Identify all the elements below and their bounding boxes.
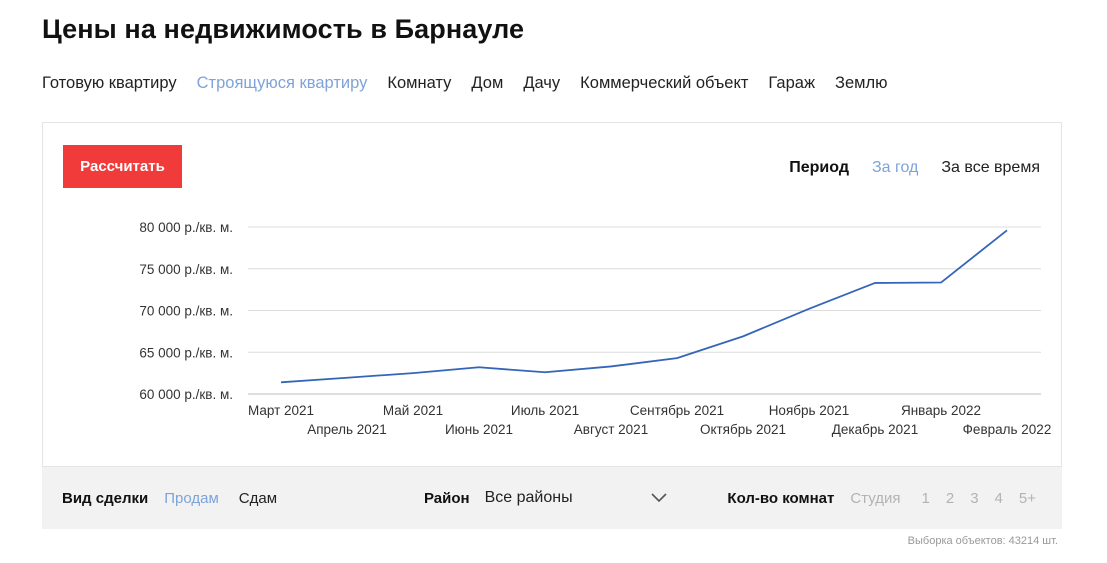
rooms-option[interactable]: 2 (945, 489, 955, 507)
x-tick-label: Апрель 2021 (307, 422, 387, 437)
chevron-down-icon (651, 493, 667, 503)
x-tick-label: Сентябрь 2021 (630, 403, 724, 418)
period-option-all-time[interactable]: За все время (941, 159, 1040, 176)
x-tick-label: Июнь 2021 (445, 422, 513, 437)
deal-option-rent[interactable]: Сдам (238, 489, 278, 507)
period-label: Период (789, 159, 849, 176)
rooms-option[interactable]: 1 (921, 489, 930, 507)
district-filter: Район Все районы (424, 489, 667, 507)
y-tick-label: 75 000 р./кв. м. (139, 262, 233, 277)
x-tick-label: Февраль 2022 (963, 422, 1052, 437)
deal-type-filter: Вид сделки Продам Сдам (62, 490, 297, 507)
chart-panel: Рассчитать Период За год За все время 60… (42, 122, 1062, 467)
property-tab[interactable]: Дачу (523, 74, 561, 92)
x-tick-label: Март 2021 (248, 403, 314, 418)
page-title: Цены на недвижимость в Барнауле (42, 14, 525, 44)
x-tick-label: Август 2021 (574, 422, 648, 437)
x-tick-label: Октябрь 2021 (700, 422, 786, 437)
y-tick-label: 70 000 р./кв. м. (139, 304, 233, 319)
district-select[interactable]: Все районы (485, 489, 667, 507)
price-line-chart: 60 000 р./кв. м. 65 000 р./кв. м. 70 000 р… (139, 220, 1052, 437)
filters-bar: Вид сделки Продам Сдам Район Все районы … (42, 467, 1062, 529)
district-label: Район (424, 489, 470, 507)
rooms-label: Кол-во комнат (727, 489, 835, 507)
x-tick-label: Ноябрь 2021 (769, 403, 850, 418)
x-tick-label: Май 2021 (383, 403, 443, 418)
property-tab[interactable]: Землю (835, 74, 888, 92)
y-tick-label: 80 000 р./кв. м. (139, 220, 233, 235)
rooms-filter: Кол-во комнат Студия 1 2 3 4 5+ (727, 490, 1036, 507)
rooms-option[interactable]: 4 (994, 489, 1003, 507)
property-tab[interactable]: Коммерческий объект (580, 74, 749, 92)
property-tab[interactable]: Дом (471, 74, 504, 92)
x-tick-label: Январь 2022 (901, 403, 981, 418)
x-tick-label: Июль 2021 (511, 403, 579, 418)
period-option-year[interactable]: За год (871, 159, 919, 176)
y-tick-label: 65 000 р./кв. м. (139, 345, 233, 360)
property-tab[interactable]: Строящуюся квартиру (196, 74, 368, 92)
calculate-button[interactable]: Рассчитать (63, 145, 182, 188)
rooms-option[interactable]: Студия (850, 489, 901, 507)
deal-type-label: Вид сделки (62, 489, 149, 507)
property-type-tabs: Готовую квартиру Строящуюся квартиру Комна… (42, 74, 908, 93)
rooms-option[interactable]: 5+ (1018, 489, 1036, 507)
property-tab[interactable]: Готовую квартиру (42, 74, 177, 92)
property-tab[interactable]: Комнату (387, 74, 452, 92)
period-selector: Период За год За все время (789, 159, 1040, 177)
y-tick-label: 60 000 р./кв. м. (139, 387, 233, 402)
deal-option-sell[interactable]: Продам (164, 489, 219, 507)
x-tick-label: Декабрь 2021 (832, 422, 918, 437)
objects-count: Выборка объектов: 43214 шт. (907, 535, 1058, 547)
property-tab[interactable]: Гараж (768, 74, 815, 92)
rooms-option[interactable]: 3 (970, 489, 979, 507)
district-value: Все районы (484, 489, 573, 506)
price-series-line (280, 229, 1008, 384)
